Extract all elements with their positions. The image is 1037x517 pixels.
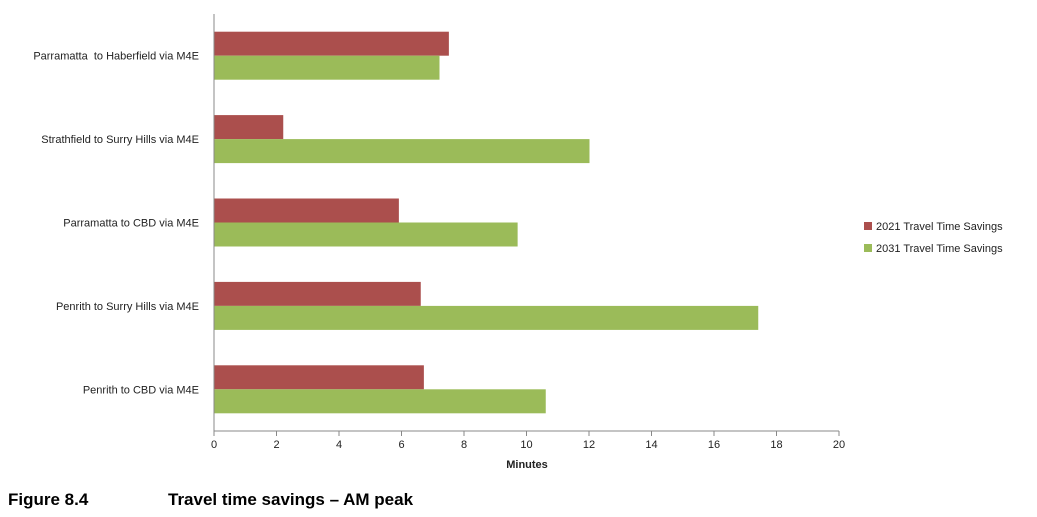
category-label: Penrith to CBD via M4E — [83, 384, 199, 396]
x-tick-label: 12 — [583, 439, 595, 451]
category-label: Penrith to Surry Hills via M4E — [56, 301, 199, 313]
category-label: Parramatta to CBD via M4E — [63, 218, 199, 230]
legend-swatch-2031 — [864, 244, 872, 252]
bar-2021-1 — [214, 115, 284, 140]
bar-2031-4 — [214, 389, 546, 414]
bar-2031-0 — [214, 55, 440, 80]
x-tick-label: 6 — [398, 439, 404, 451]
bar-2021-3 — [214, 281, 421, 306]
x-axis-title: Minutes — [506, 459, 548, 471]
bar-2021-0 — [214, 31, 449, 56]
x-tick-label: 20 — [833, 439, 845, 451]
x-tick-label: 16 — [708, 439, 720, 451]
x-tick-label: 14 — [645, 439, 657, 451]
legend-swatch-2021 — [864, 222, 872, 230]
category-label: Parramatta to Haberfield via M4E — [33, 51, 199, 63]
figure-title: Travel time savings – AM peak — [168, 490, 414, 509]
category-labels: Parramatta to Haberfield via M4E Strathfi… — [33, 51, 199, 397]
x-axis-ticks: 0 2 4 6 8 10 12 14 16 18 20 — [211, 431, 845, 451]
x-tick-label: 10 — [520, 439, 532, 451]
x-tick-label: 4 — [336, 439, 342, 451]
bar-2031-1 — [214, 139, 590, 164]
x-tick-label: 2 — [273, 439, 279, 451]
bar-2031-2 — [214, 222, 518, 247]
x-tick-label: 8 — [461, 439, 467, 451]
x-tick-label: 0 — [211, 439, 217, 451]
bar-2031-3 — [214, 305, 759, 330]
legend: 2021 Travel Time Savings 2031 Travel Time… — [864, 221, 1003, 255]
legend-label-2031: 2031 Travel Time Savings — [876, 243, 1003, 255]
category-label: Strathfield to Surry Hills via M4E — [41, 134, 199, 146]
bar-chart: Parramatta to Haberfield via M4E Strathfi… — [33, 14, 1003, 471]
bar-2021-4 — [214, 365, 424, 390]
bar-2021-2 — [214, 198, 399, 223]
figure-number: Figure 8.4 — [8, 490, 89, 509]
legend-label-2021: 2021 Travel Time Savings — [876, 221, 1003, 233]
x-tick-label: 18 — [770, 439, 782, 451]
bar-group — [214, 31, 759, 414]
